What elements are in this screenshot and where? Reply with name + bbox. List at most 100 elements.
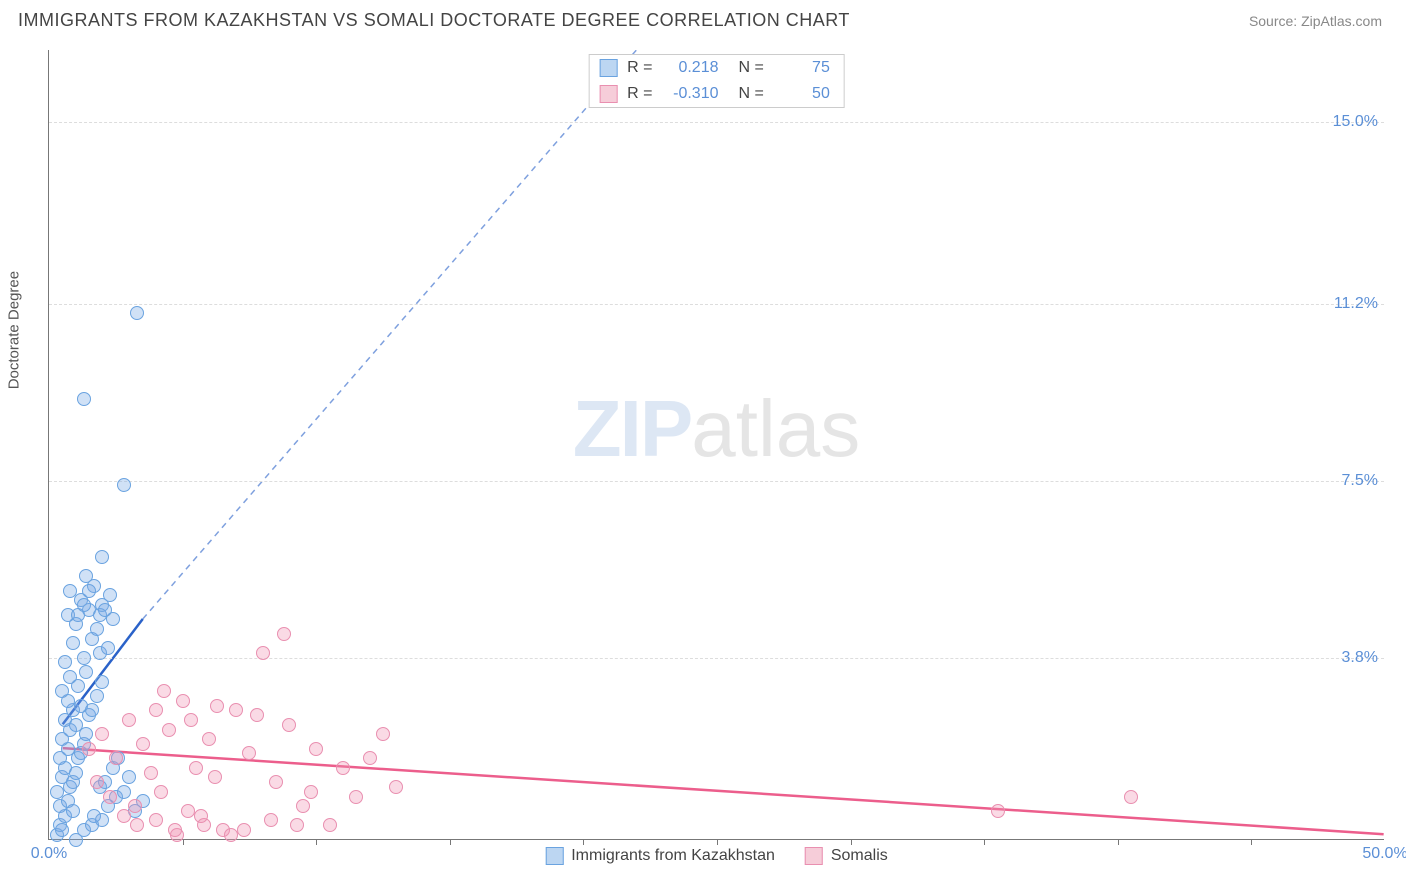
data-point (363, 751, 377, 765)
trend-lines (49, 50, 1384, 839)
data-point (95, 550, 109, 564)
y-tick-label: 7.5% (1342, 472, 1378, 490)
gridline (49, 481, 1384, 482)
watermark: ZIPatlas (573, 383, 860, 475)
x-tick-mark (316, 839, 317, 845)
data-point (157, 684, 171, 698)
data-point (269, 775, 283, 789)
legend-series-name: Immigrants from Kazakhstan (571, 847, 775, 865)
data-point (130, 818, 144, 832)
data-point (237, 823, 251, 837)
data-point (256, 646, 270, 660)
legend-row: R =-0.310N =50 (589, 81, 844, 107)
data-point (229, 703, 243, 717)
data-point (55, 684, 69, 698)
data-point (117, 809, 131, 823)
data-point (149, 813, 163, 827)
legend-n-label: N = (739, 85, 764, 103)
legend-swatch (599, 85, 617, 103)
data-point (103, 588, 117, 602)
data-point (168, 823, 182, 837)
data-point (98, 603, 112, 617)
data-point (90, 689, 104, 703)
data-point (349, 790, 363, 804)
data-point (87, 809, 101, 823)
data-point (130, 306, 144, 320)
x-tick-label: 50.0% (1362, 845, 1406, 863)
data-point (69, 718, 83, 732)
data-point (304, 785, 318, 799)
data-point (194, 809, 208, 823)
legend-swatch (545, 847, 563, 865)
data-point (149, 703, 163, 717)
chart-header: IMMIGRANTS FROM KAZAKHSTAN VS SOMALI DOC… (0, 0, 1406, 37)
data-point (389, 780, 403, 794)
legend-r-label: R = (627, 85, 652, 103)
data-point (117, 478, 131, 492)
data-point (122, 770, 136, 784)
data-point (117, 785, 131, 799)
data-point (79, 569, 93, 583)
data-point (50, 785, 64, 799)
data-point (82, 742, 96, 756)
data-point (991, 804, 1005, 818)
legend-n-label: N = (739, 59, 764, 77)
data-point (181, 804, 195, 818)
data-point (55, 823, 69, 837)
data-point (77, 651, 91, 665)
x-tick-mark (1118, 839, 1119, 845)
legend-swatch (805, 847, 823, 865)
scatter-chart: ZIPatlas R =0.218N =75R =-0.310N =50 Imm… (48, 50, 1384, 840)
x-tick-mark (183, 839, 184, 845)
data-point (184, 713, 198, 727)
data-point (176, 694, 190, 708)
y-tick-label: 15.0% (1333, 113, 1378, 131)
data-point (144, 766, 158, 780)
gridline (49, 658, 1384, 659)
x-tick-mark (1251, 839, 1252, 845)
data-point (208, 770, 222, 784)
data-point (336, 761, 350, 775)
data-point (202, 732, 216, 746)
data-point (210, 699, 224, 713)
data-point (296, 799, 310, 813)
data-point (103, 790, 117, 804)
data-point (189, 761, 203, 775)
series-legend: Immigrants from Kazakhstan Somalis (545, 847, 888, 865)
data-point (154, 785, 168, 799)
data-point (77, 392, 91, 406)
x-tick-mark (717, 839, 718, 845)
data-point (69, 766, 83, 780)
data-point (66, 636, 80, 650)
data-point (376, 727, 390, 741)
gridline (49, 122, 1384, 123)
y-tick-label: 3.8% (1342, 649, 1378, 667)
x-tick-mark (984, 839, 985, 845)
x-tick-mark (851, 839, 852, 845)
legend-item: Somalis (805, 847, 888, 865)
data-point (242, 746, 256, 760)
gridline (49, 304, 1384, 305)
legend-series-name: Somalis (831, 847, 888, 865)
chart-title: IMMIGRANTS FROM KAZAKHSTAN VS SOMALI DOC… (18, 10, 850, 31)
x-tick-mark (583, 839, 584, 845)
data-point (277, 627, 291, 641)
data-point (95, 675, 109, 689)
y-tick-label: 11.2% (1334, 295, 1378, 313)
data-point (309, 742, 323, 756)
data-point (282, 718, 296, 732)
legend-row: R =0.218N =75 (589, 55, 844, 81)
data-point (162, 723, 176, 737)
data-point (90, 622, 104, 636)
data-point (136, 737, 150, 751)
data-point (63, 670, 77, 684)
x-tick-label: 0.0% (31, 845, 67, 863)
data-point (82, 584, 96, 598)
legend-n-value: 75 (774, 59, 830, 77)
data-point (250, 708, 264, 722)
data-point (85, 703, 99, 717)
legend-r-value: -0.310 (663, 85, 719, 103)
data-point (264, 813, 278, 827)
data-point (224, 828, 238, 842)
data-point (122, 713, 136, 727)
